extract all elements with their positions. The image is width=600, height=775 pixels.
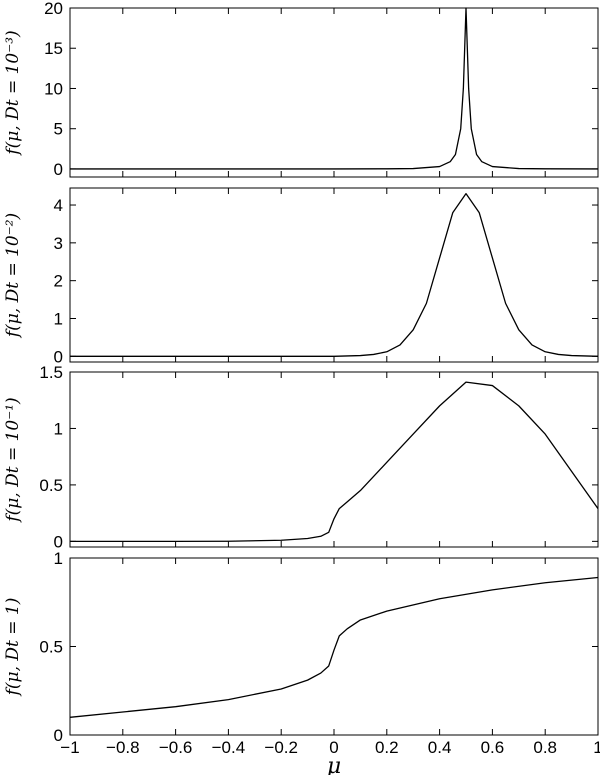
x-tick-label: −0.4 bbox=[212, 738, 246, 757]
axes-frame bbox=[69, 187, 599, 363]
axes-frame bbox=[69, 371, 599, 548]
y-tick-label: 1.5 bbox=[39, 363, 63, 382]
panel-3: 0 0.5 1 1.5 f(μ, Dt = 10⁻¹) bbox=[3, 363, 599, 551]
series-line bbox=[70, 7, 599, 170]
series-line bbox=[69, 576, 599, 718]
x-tick-label: −0.2 bbox=[264, 738, 298, 757]
axes-frame bbox=[69, 7, 599, 178]
panel-4: 0 0.5 1 f(μ, Dt = 1) bbox=[3, 549, 599, 745]
y-tick-label: 2 bbox=[54, 272, 63, 291]
x-tick-label: −0.6 bbox=[159, 738, 193, 757]
y-tick-label: 0 bbox=[54, 160, 63, 179]
y-axis-label: f(μ, Dt = 1) bbox=[3, 598, 23, 698]
x-tick-label: 0 bbox=[329, 738, 338, 757]
x-tick-label: −1 bbox=[60, 738, 79, 757]
x-tick-label: 0.2 bbox=[375, 738, 399, 757]
panel-2: 0 1 2 3 4 f(μ, Dt = 10⁻²) bbox=[3, 187, 599, 366]
y-tick-label: 0 bbox=[54, 726, 63, 745]
x-axis-label: μ bbox=[327, 754, 341, 775]
y-tick-label: 0 bbox=[54, 532, 63, 551]
axes-frame bbox=[69, 557, 599, 736]
series-line bbox=[69, 193, 599, 357]
y-tick-label: 1 bbox=[54, 549, 63, 568]
y-tick-label: 0.5 bbox=[39, 638, 63, 657]
y-tick-label: 3 bbox=[54, 234, 63, 253]
x-tick-label: 0.8 bbox=[533, 738, 557, 757]
y-tick-label: 15 bbox=[44, 39, 63, 58]
x-tick-label: 0.6 bbox=[481, 738, 505, 757]
y-axis-label: f(μ, Dt = 10⁻²) bbox=[3, 213, 23, 339]
y-tick-label: 4 bbox=[54, 196, 63, 215]
y-tick-label: 1 bbox=[54, 310, 63, 329]
y-tick-label: 5 bbox=[54, 120, 63, 139]
x-tick-label: 0.4 bbox=[428, 738, 452, 757]
y-axis-label: f(μ, Dt = 10⁻³) bbox=[3, 30, 23, 156]
y-tick-label: 10 bbox=[44, 79, 63, 98]
y-tick-label: 0.5 bbox=[39, 476, 63, 495]
x-tick-label: 1 bbox=[593, 738, 600, 757]
y-axis-label: f(μ, Dt = 10⁻¹) bbox=[3, 397, 23, 523]
x-tick-label: −0.8 bbox=[106, 738, 140, 757]
panel-1: 0 5 10 15 20 f(μ, Dt = 10⁻³) bbox=[3, 0, 599, 179]
series-line bbox=[70, 381, 599, 542]
y-tick-label: 0 bbox=[54, 347, 63, 366]
y-tick-label: 1 bbox=[54, 419, 63, 438]
y-tick-label: 20 bbox=[44, 0, 63, 18]
